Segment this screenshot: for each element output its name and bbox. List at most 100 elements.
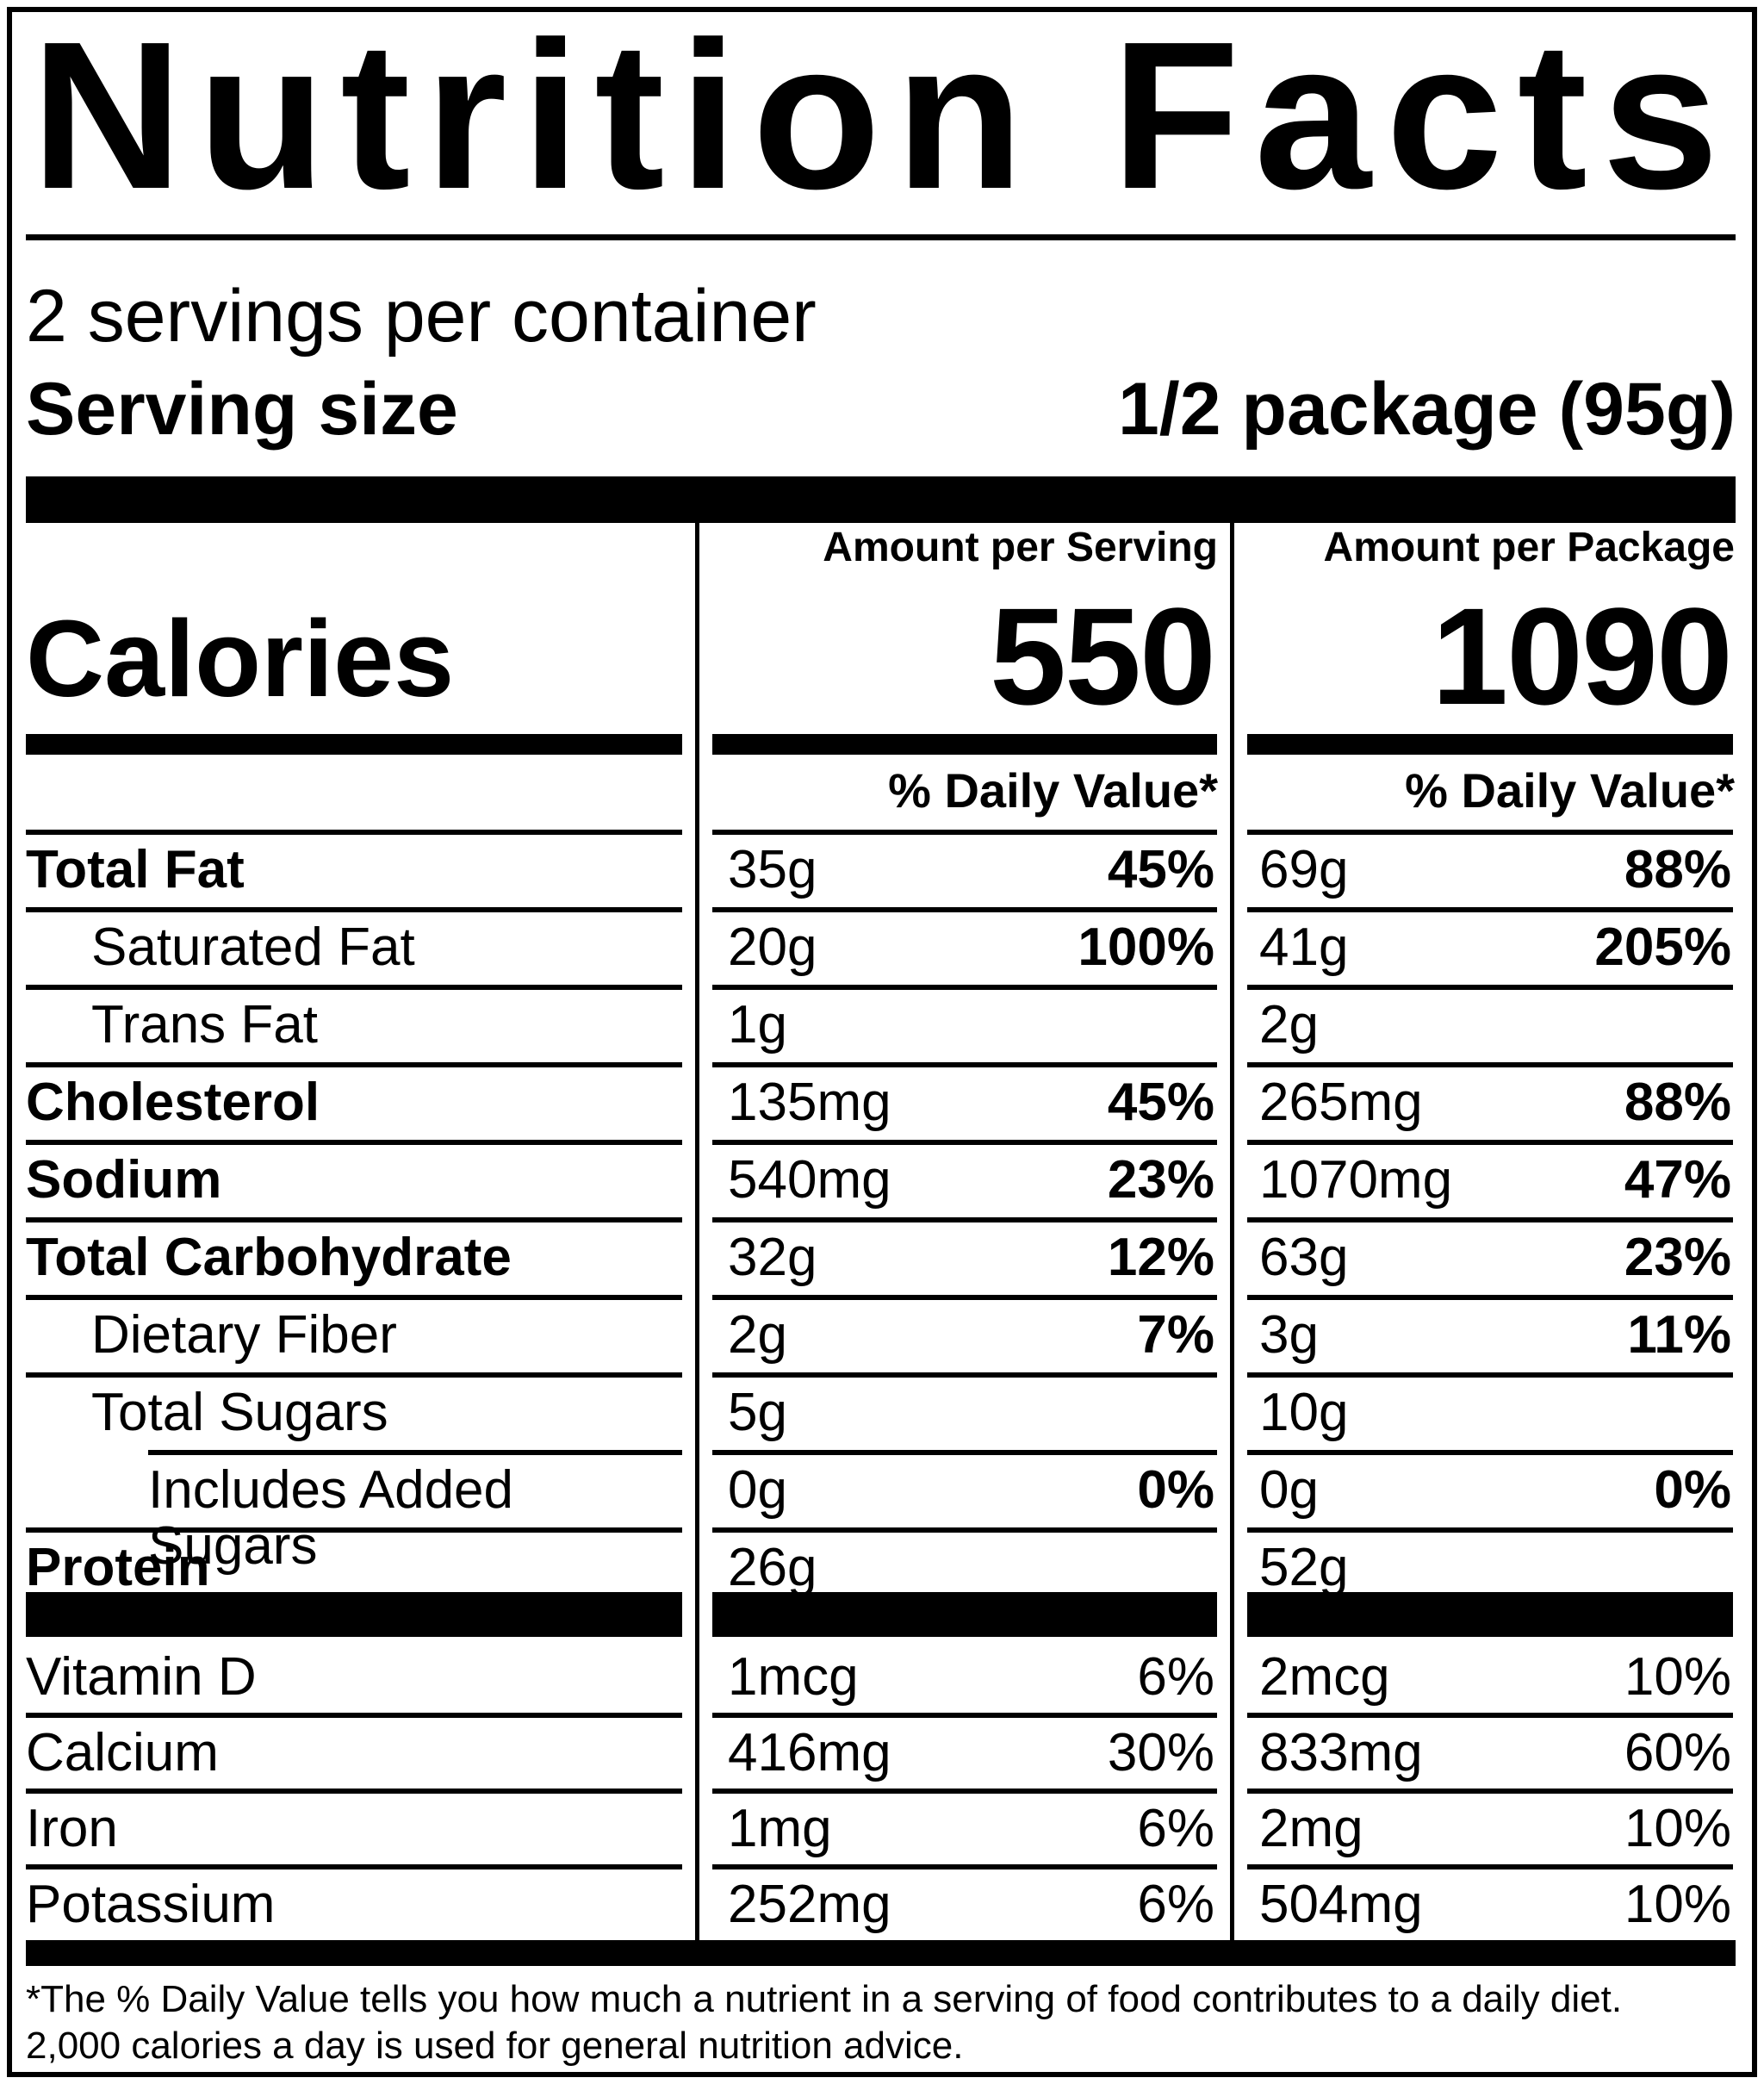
package-daily-value: 88% — [1624, 1073, 1731, 1132]
nutrient-row: Includes Added Sugars 0g 0% 0g 0% — [0, 1450, 1764, 1574]
daily-value-footnote: *The % Daily Value tells you how much a … — [26, 1976, 1736, 2069]
nutrient-name: Vitamin D — [26, 1647, 257, 1707]
serving-daily-value: 23% — [1107, 1150, 1214, 1210]
serving-amount-value: 32g — [728, 1228, 817, 1287]
nutrient-name: Includes Added Sugars — [148, 1460, 514, 1577]
serving-amount-value: 35g — [728, 840, 817, 899]
nutrient-row: Vitamin D 1mcg 6% 2mcg 10% — [0, 1637, 1764, 1713]
nutrient-name: Cholesterol — [26, 1073, 320, 1132]
nutrient-rows: Total Fat 35g 45% 69g 88% Saturated Fat … — [0, 830, 1764, 1596]
nutrient-row: Potassium 252mg 6% 504mg 10% — [0, 1864, 1764, 1940]
serving-daily-value: 45% — [1107, 840, 1214, 899]
nutrient-name: Total Fat — [26, 840, 245, 899]
serving-amount-value: 416mg — [728, 1723, 891, 1782]
nutrient-row: Cholesterol 135mg 45% 265mg 88% — [0, 1062, 1764, 1140]
nutrient-name: Iron — [26, 1799, 118, 1858]
calories-rule-right — [1247, 734, 1733, 755]
serving-daily-value: 12% — [1107, 1228, 1214, 1287]
package-amount-value: 69g — [1259, 840, 1349, 899]
serving-amount-value: 1mg — [728, 1799, 832, 1858]
amount-per-serving-header: Amount per Serving — [823, 525, 1218, 570]
nutrient-name: Dietary Fiber — [91, 1305, 397, 1365]
serving-daily-value: 6% — [1137, 1647, 1214, 1707]
serving-daily-value: 45% — [1107, 1073, 1214, 1132]
title-rule — [26, 234, 1736, 240]
footnote-divider-bar — [26, 1940, 1736, 1966]
serving-daily-value: 7% — [1137, 1305, 1214, 1365]
serving-size-row: Serving size 1/2 package (95g) — [26, 368, 1736, 451]
serving-amount-value: 26g — [728, 1538, 817, 1597]
calories-per-package-value: 1090 — [1432, 579, 1733, 733]
nutrient-row: Total Fat 35g 45% 69g 88% — [0, 830, 1764, 907]
calories-per-serving-value: 550 — [990, 579, 1216, 733]
column-divider-left — [695, 523, 699, 1940]
package-amount-value: 265mg — [1259, 1073, 1423, 1132]
serving-amount-value: 1mcg — [728, 1647, 859, 1707]
serving-amount-value: 1g — [728, 995, 787, 1054]
daily-value-header-package: % Daily Value* — [1405, 763, 1735, 818]
serving-amount-value: 2g — [728, 1305, 787, 1365]
package-amount-value: 833mg — [1259, 1723, 1423, 1782]
package-daily-value: 205% — [1594, 918, 1731, 977]
serving-size-label: Serving size — [26, 368, 458, 451]
serving-daily-value: 30% — [1107, 1723, 1214, 1782]
package-amount-value: 1070mg — [1259, 1150, 1453, 1210]
calories-rule-left — [26, 734, 682, 755]
calories-label: Calories — [26, 598, 455, 719]
package-daily-value: 60% — [1624, 1723, 1731, 1782]
nutrient-row: Total Sugars 5g 10g — [0, 1372, 1764, 1450]
amount-per-package-header: Amount per Package — [1323, 525, 1735, 570]
nutrient-row: Total Carbohydrate 32g 12% 63g 23% — [0, 1217, 1764, 1295]
nutrient-name: Saturated Fat — [91, 918, 415, 977]
serving-amount-value: 252mg — [728, 1875, 891, 1934]
package-daily-value: 11% — [1627, 1305, 1731, 1365]
protein-rule-left — [26, 1592, 682, 1637]
servings-per-container: 2 servings per container — [26, 275, 817, 358]
nutrient-name: Calcium — [26, 1723, 219, 1782]
label-border — [7, 7, 1757, 2077]
nutrient-name: Potassium — [26, 1875, 276, 1934]
serving-daily-value: 0% — [1137, 1460, 1214, 1520]
package-amount-value: 52g — [1259, 1538, 1349, 1597]
nutrient-row: Trans Fat 1g 2g — [0, 985, 1764, 1062]
nutrient-name: Total Sugars — [91, 1383, 388, 1442]
nutrient-name: Protein — [26, 1538, 210, 1597]
serving-daily-value: 6% — [1137, 1875, 1214, 1934]
package-daily-value: 10% — [1624, 1647, 1731, 1707]
package-amount-value: 2mg — [1259, 1799, 1363, 1858]
package-amount-value: 2g — [1259, 995, 1319, 1054]
serving-amount-value: 5g — [728, 1383, 787, 1442]
protein-rule-right — [1247, 1592, 1733, 1637]
label-title: Nutrition Facts — [31, 0, 1734, 233]
serving-daily-value: 100% — [1078, 918, 1214, 977]
footnote-line-1: *The % Daily Value tells you how much a … — [26, 1978, 1623, 2020]
package-daily-value: 10% — [1624, 1875, 1731, 1934]
calories-rule-middle — [712, 734, 1217, 755]
nutrient-row: Dietary Fiber 2g 7% 3g 11% — [0, 1295, 1764, 1372]
package-amount-value: 41g — [1259, 918, 1349, 977]
package-amount-value: 3g — [1259, 1305, 1319, 1365]
package-daily-value: 88% — [1624, 840, 1731, 899]
nutrient-row: Iron 1mg 6% 2mg 10% — [0, 1789, 1764, 1864]
column-divider-right — [1230, 523, 1234, 1940]
nutrient-row: Calcium 416mg 30% 833mg 60% — [0, 1713, 1764, 1789]
daily-value-header-serving: % Daily Value* — [888, 763, 1218, 818]
serving-size-value: 1/2 package (95g) — [1117, 368, 1736, 451]
package-amount-value: 0g — [1259, 1460, 1319, 1520]
serving-amount-value: 20g — [728, 918, 817, 977]
package-daily-value: 23% — [1624, 1228, 1731, 1287]
protein-rule-middle — [712, 1592, 1217, 1637]
nutrient-row: Saturated Fat 20g 100% 41g 205% — [0, 907, 1764, 985]
package-amount-value: 10g — [1259, 1383, 1349, 1442]
package-amount-value: 63g — [1259, 1228, 1349, 1287]
package-amount-value: 2mcg — [1259, 1647, 1390, 1707]
package-daily-value: 10% — [1624, 1799, 1731, 1858]
section-divider-bar — [26, 476, 1736, 523]
serving-amount-value: 135mg — [728, 1073, 891, 1132]
nutrient-name: Sodium — [26, 1150, 222, 1210]
serving-daily-value: 6% — [1137, 1799, 1214, 1858]
micronutrient-rows: Vitamin D 1mcg 6% 2mcg 10% Calcium 416mg… — [0, 1637, 1764, 1940]
package-daily-value: 0% — [1654, 1460, 1731, 1520]
nutrient-name: Trans Fat — [91, 995, 318, 1054]
